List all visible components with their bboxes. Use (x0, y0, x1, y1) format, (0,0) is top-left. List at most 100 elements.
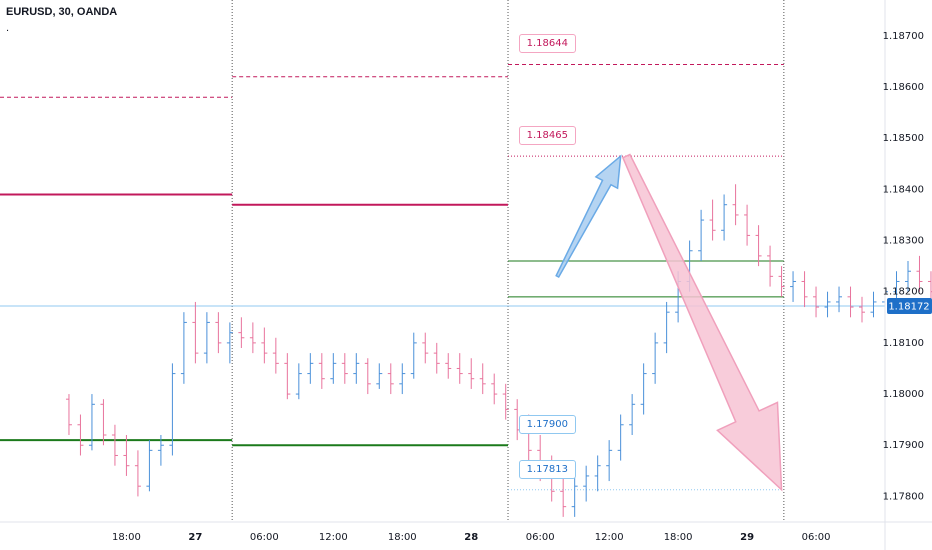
candle (904, 261, 911, 292)
candle (709, 199, 716, 241)
candle (330, 353, 337, 384)
time-tick-label: 27 (188, 532, 202, 543)
candles (65, 184, 932, 517)
current-price-text: 1.18172 (888, 302, 929, 313)
time-tick-label: 06:00 (250, 532, 279, 543)
candle (744, 204, 751, 246)
candle (847, 286, 854, 318)
candle (859, 296, 866, 323)
price-tick-label: 1.18700 (883, 31, 924, 42)
candle (721, 194, 728, 241)
price-tick-label: 1.18500 (883, 133, 924, 144)
candle (88, 394, 95, 451)
candle (836, 286, 843, 313)
candle (180, 312, 187, 384)
candle (192, 301, 199, 364)
candle (629, 394, 636, 435)
time-tick-label: 18:00 (388, 532, 417, 543)
price-label-1.18644[interactable]: 1.18644 (518, 34, 576, 54)
candle (479, 363, 486, 395)
candle (927, 271, 932, 302)
candle (640, 363, 647, 415)
price-tick-label: 1.17900 (883, 440, 924, 451)
price-label-1.17900[interactable]: 1.17900 (518, 415, 576, 435)
indicator-dot: . (6, 22, 10, 34)
candle (732, 184, 739, 226)
candle (307, 353, 314, 384)
candle (755, 225, 762, 267)
candle (203, 312, 210, 364)
candle (698, 209, 705, 261)
candle (663, 301, 670, 354)
candle (341, 353, 348, 384)
candle (606, 440, 613, 482)
candle (583, 465, 590, 502)
price-label-1.18465[interactable]: 1.18465 (518, 126, 576, 146)
price-tick-label: 1.18200 (883, 287, 924, 298)
candle (376, 363, 383, 389)
candle (169, 363, 176, 456)
candle (77, 414, 84, 456)
current-price-badge (887, 298, 932, 315)
bullish-arrow[interactable] (555, 154, 622, 279)
time-tick-label: 18:00 (112, 532, 141, 543)
candle (468, 358, 475, 389)
candle (801, 271, 808, 308)
candle (353, 353, 360, 384)
price-tick-label: 1.18400 (883, 184, 924, 195)
candle (813, 286, 820, 318)
candle (272, 337, 279, 374)
price-tick-label: 1.18100 (883, 338, 924, 349)
candle (123, 435, 130, 476)
candle (571, 475, 578, 517)
price-tick-label: 1.17800 (883, 491, 924, 502)
candle (364, 358, 371, 395)
candle (790, 271, 797, 302)
candle (146, 440, 153, 492)
candle (916, 255, 923, 292)
candle (893, 271, 900, 302)
price-tick-label: 1.18600 (883, 82, 924, 93)
candle (157, 435, 164, 466)
horizontal-levels (0, 63, 784, 491)
time-tick-label: 28 (464, 532, 478, 543)
candle (65, 394, 72, 435)
candle (215, 312, 222, 354)
candle (295, 363, 302, 400)
candle (491, 373, 498, 405)
time-tick-label: 12:00 (319, 532, 348, 543)
time-tick-label: 12:00 (595, 532, 624, 543)
candle (318, 353, 325, 389)
time-tick-label: 18:00 (664, 532, 693, 543)
time-axis[interactable]: 18:00 27 06:00 12:00 18:00 28 06:00 12:00 18:00 2… (0, 521, 932, 543)
candle (456, 353, 463, 384)
candle (617, 414, 624, 461)
candle (767, 245, 774, 287)
forecast-arrows (555, 153, 783, 492)
candle (387, 363, 394, 395)
candle (560, 475, 567, 517)
candle (422, 332, 429, 364)
price-tick-label: 1.18300 (883, 236, 924, 247)
price-label-1.17813[interactable]: 1.17813 (518, 459, 576, 479)
candle (778, 266, 785, 297)
candle (410, 332, 417, 379)
candle (399, 363, 406, 395)
candle (870, 291, 877, 318)
candle (261, 327, 268, 364)
candle (502, 383, 509, 420)
price-axis[interactable]: 1.18700 1.18600 1.18500 1.18400 1.18300 1.182… (883, 0, 932, 550)
candle (433, 342, 440, 374)
candle (824, 291, 831, 318)
bearish-arrow[interactable] (621, 153, 783, 492)
candle (111, 424, 118, 466)
candle (284, 353, 291, 400)
candle (249, 322, 256, 354)
symbol-title[interactable]: EURUSD, 30, OANDA (6, 6, 118, 18)
time-tick-label: 06:00 (802, 532, 831, 543)
candle (100, 399, 107, 446)
candle (226, 322, 233, 364)
price-tick-label: 1.18000 (883, 389, 924, 400)
candle (652, 332, 659, 384)
